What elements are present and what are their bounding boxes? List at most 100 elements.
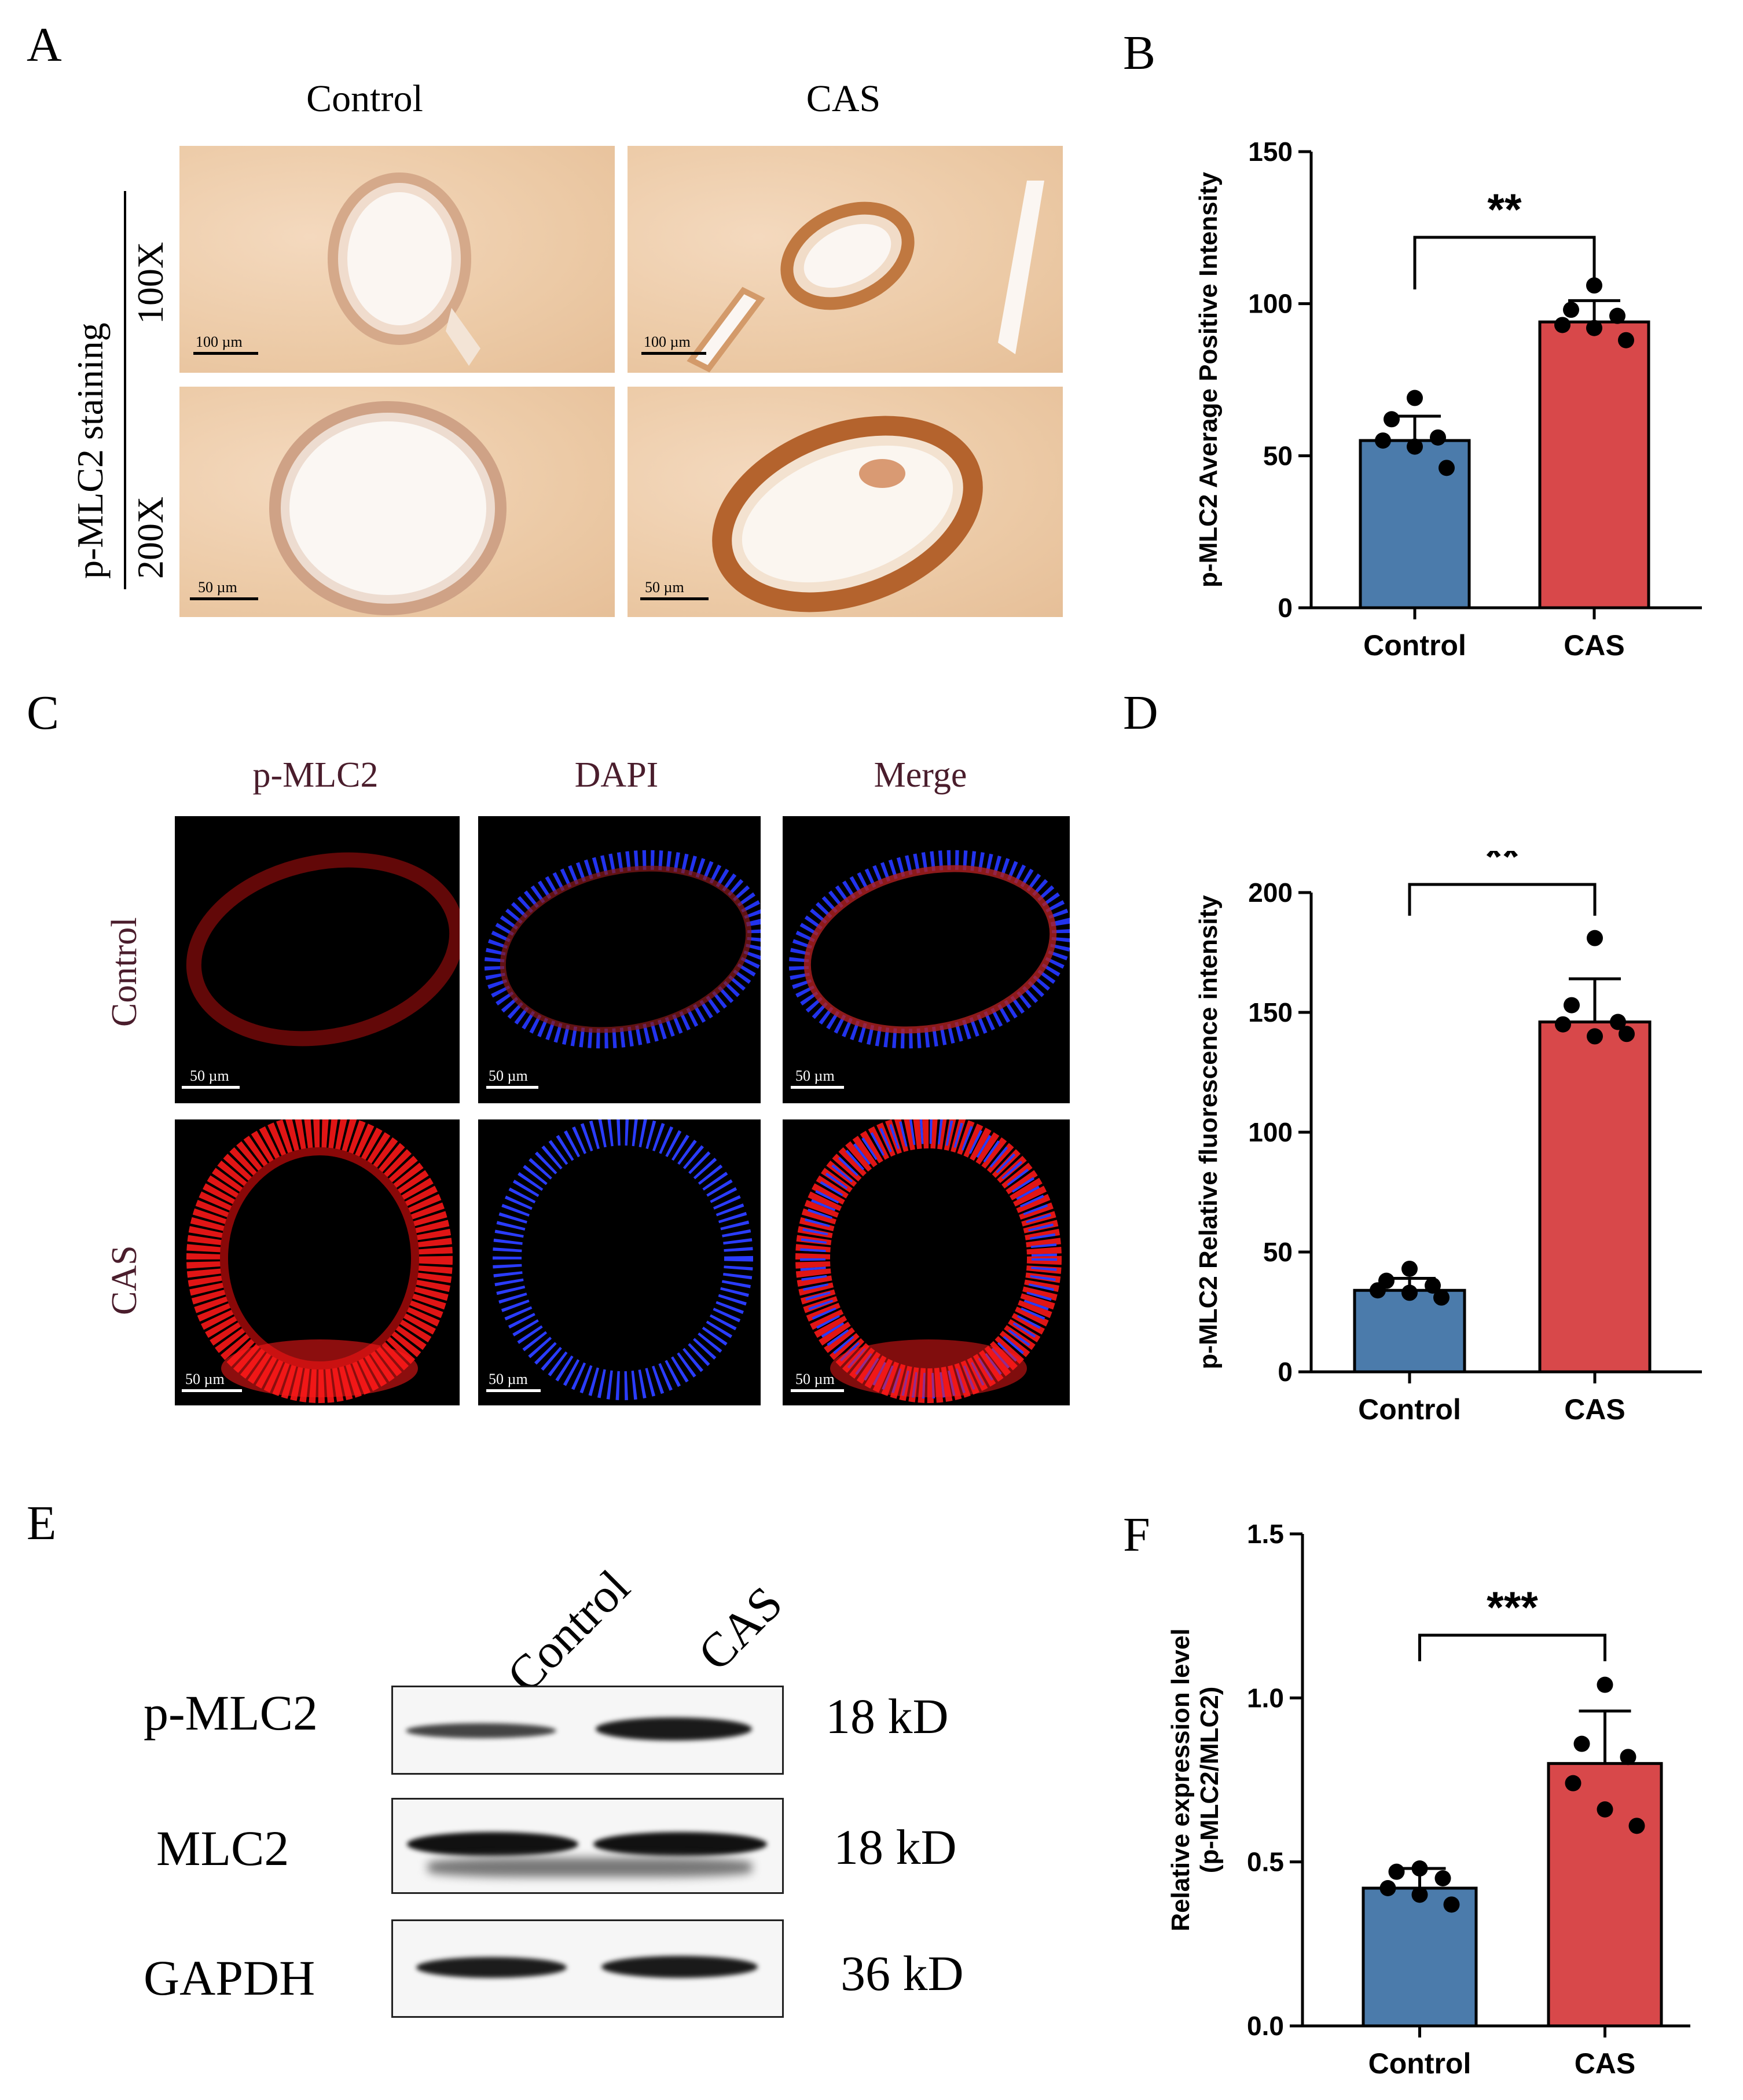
ihc-image-control-200x: 50 µm: [179, 387, 615, 617]
band-pmlc2-cas: [596, 1717, 752, 1741]
data-point: [1597, 1676, 1613, 1693]
scalebar-line: [641, 352, 706, 355]
data-point: [1619, 1026, 1635, 1042]
row-group-label: p-MLC2 staining: [69, 322, 111, 579]
column-label-cas: CAS: [806, 78, 881, 120]
scalebar-line: [190, 597, 258, 600]
data-point: [1401, 1260, 1418, 1277]
band-gapdh-control: [416, 1957, 567, 1978]
significance-bracket: [1418, 1633, 1606, 1661]
data-point: [1375, 432, 1391, 449]
y-tick-label: 1.0: [1247, 1683, 1284, 1713]
ihc-image-cas-200x: 50 µm: [628, 387, 1063, 617]
if-image-cas-pmlc2: 50 µm: [175, 1119, 460, 1405]
ihc-image-cas-100x: 100 µm: [628, 146, 1063, 373]
data-point: [1433, 1289, 1450, 1306]
data-point: [1555, 1016, 1571, 1033]
if-image-control-dapi: 50 µm: [478, 816, 761, 1103]
if-column-label-pmlc2: p-MLC2: [252, 755, 379, 795]
blot-label-pmlc2: p-MLC2: [144, 1685, 318, 1741]
data-point: [1564, 997, 1580, 1014]
scalebar-label: 50 µm: [198, 579, 237, 596]
lane-label-cas: CAS: [688, 1576, 793, 1682]
data-point: [1407, 390, 1423, 406]
data-point: [1609, 307, 1625, 324]
y-tick-label: 0: [1278, 593, 1293, 623]
bar-control: [1362, 1886, 1478, 2028]
scalebar-label: 50 µm: [489, 1067, 528, 1084]
scalebar-label: 50 µm: [190, 1067, 229, 1084]
chart-panel-b: 0 50 100 150 p-MLC2 Average Positive Intensi…: [1194, 137, 1702, 662]
data-point: [1379, 1880, 1396, 1896]
bar-control: [1353, 1288, 1466, 1374]
scalebar-line: [193, 352, 258, 355]
data-point: [1407, 438, 1423, 455]
if-row-label-cas: CAS: [105, 1245, 144, 1315]
data-point: [1597, 1801, 1613, 1818]
blot-size-gapdh: 36 kD: [841, 1945, 964, 2001]
scalebar-label: 50 µm: [795, 1067, 835, 1084]
if-image-cas-merge: 50 µm: [783, 1119, 1070, 1405]
y-tick-label: 50: [1263, 1237, 1293, 1267]
band-mlc2-cas: [593, 1832, 767, 1856]
x-tick-label: CAS: [1564, 629, 1625, 662]
band-pmlc2-control: [406, 1723, 556, 1738]
if-row-label-control: Control: [105, 917, 144, 1027]
scalebar-line: [486, 1086, 538, 1089]
blot-pmlc2: [391, 1686, 784, 1775]
x-tick-label: CAS: [1564, 1393, 1625, 1426]
scalebar-line: [791, 1389, 844, 1392]
significance-bracket: [1408, 883, 1597, 916]
data-point: [1443, 1896, 1460, 1913]
data-point: [1587, 1028, 1603, 1045]
chart-panel-d: 0 50 100 150 200 p-MLC2 Relative fluorescence…: [1194, 851, 1702, 1426]
data-point: [1586, 320, 1602, 336]
data-point: [1610, 1014, 1626, 1030]
scalebar-line: [640, 597, 709, 600]
if-image-cas-dapi: 50 µm: [478, 1119, 761, 1405]
data-point: [1573, 1735, 1590, 1752]
band-gapdh-cas: [601, 1956, 758, 1978]
scalebar-label: 50 µm: [489, 1371, 528, 1387]
scalebar-label: 100 µm: [196, 333, 243, 350]
x-tick-label: Control: [1358, 1393, 1461, 1426]
row-label-200x: 200X: [130, 496, 171, 579]
data-point: [1370, 1282, 1386, 1299]
data-point: [1620, 1749, 1636, 1765]
band-mlc2-smear: [428, 1857, 752, 1877]
band-mlc2-control: [407, 1832, 578, 1856]
scalebar-line: [182, 1389, 242, 1392]
x-tick-label: CAS: [1575, 2047, 1636, 2080]
y-tick-label: 100: [1248, 1117, 1293, 1147]
blot-gapdh: [391, 1919, 784, 2018]
y-tick-label: 50: [1263, 440, 1293, 471]
panel-letter-b: B: [1123, 26, 1156, 80]
blot-size-pmlc2: 18 kD: [825, 1688, 949, 1744]
row-label-100x: 100X: [130, 241, 171, 324]
y-tick-label: 150: [1248, 137, 1293, 167]
y-axis-label: Relative expression level: [1166, 1628, 1195, 1931]
significance-bracket: [1413, 236, 1596, 289]
lane-label-control: Control: [497, 1559, 640, 1704]
chart-panel-f: 0.0 0.5 1.0 1.5 Relative expression level (p-…: [1166, 1519, 1690, 2080]
column-label-control: Control: [306, 78, 423, 120]
panel-letter-e: E: [27, 1496, 57, 1550]
y-tick-label: 100: [1248, 289, 1293, 319]
data-point: [1554, 317, 1570, 333]
x-tick-label: Control: [1363, 629, 1466, 662]
scalebar-label: 50 µm: [185, 1371, 225, 1387]
data-point: [1563, 302, 1579, 318]
ihc-image-control-100x: 100 µm: [179, 146, 615, 373]
panel-letter-d: D: [1123, 686, 1158, 740]
data-point: [1565, 1775, 1581, 1791]
if-image-control-pmlc2: 50 µm: [175, 816, 460, 1103]
significance-label: **: [1487, 185, 1522, 234]
scalebar-label: 50 µm: [795, 1371, 835, 1387]
significance-label: ***: [1487, 1583, 1538, 1632]
data-point: [1388, 1863, 1405, 1880]
data-point: [1411, 1886, 1428, 1903]
bar-cas: [1538, 1020, 1652, 1374]
y-tick-label: 200: [1248, 878, 1293, 908]
y-tick-label: 150: [1248, 997, 1293, 1027]
data-point: [1434, 1870, 1451, 1886]
